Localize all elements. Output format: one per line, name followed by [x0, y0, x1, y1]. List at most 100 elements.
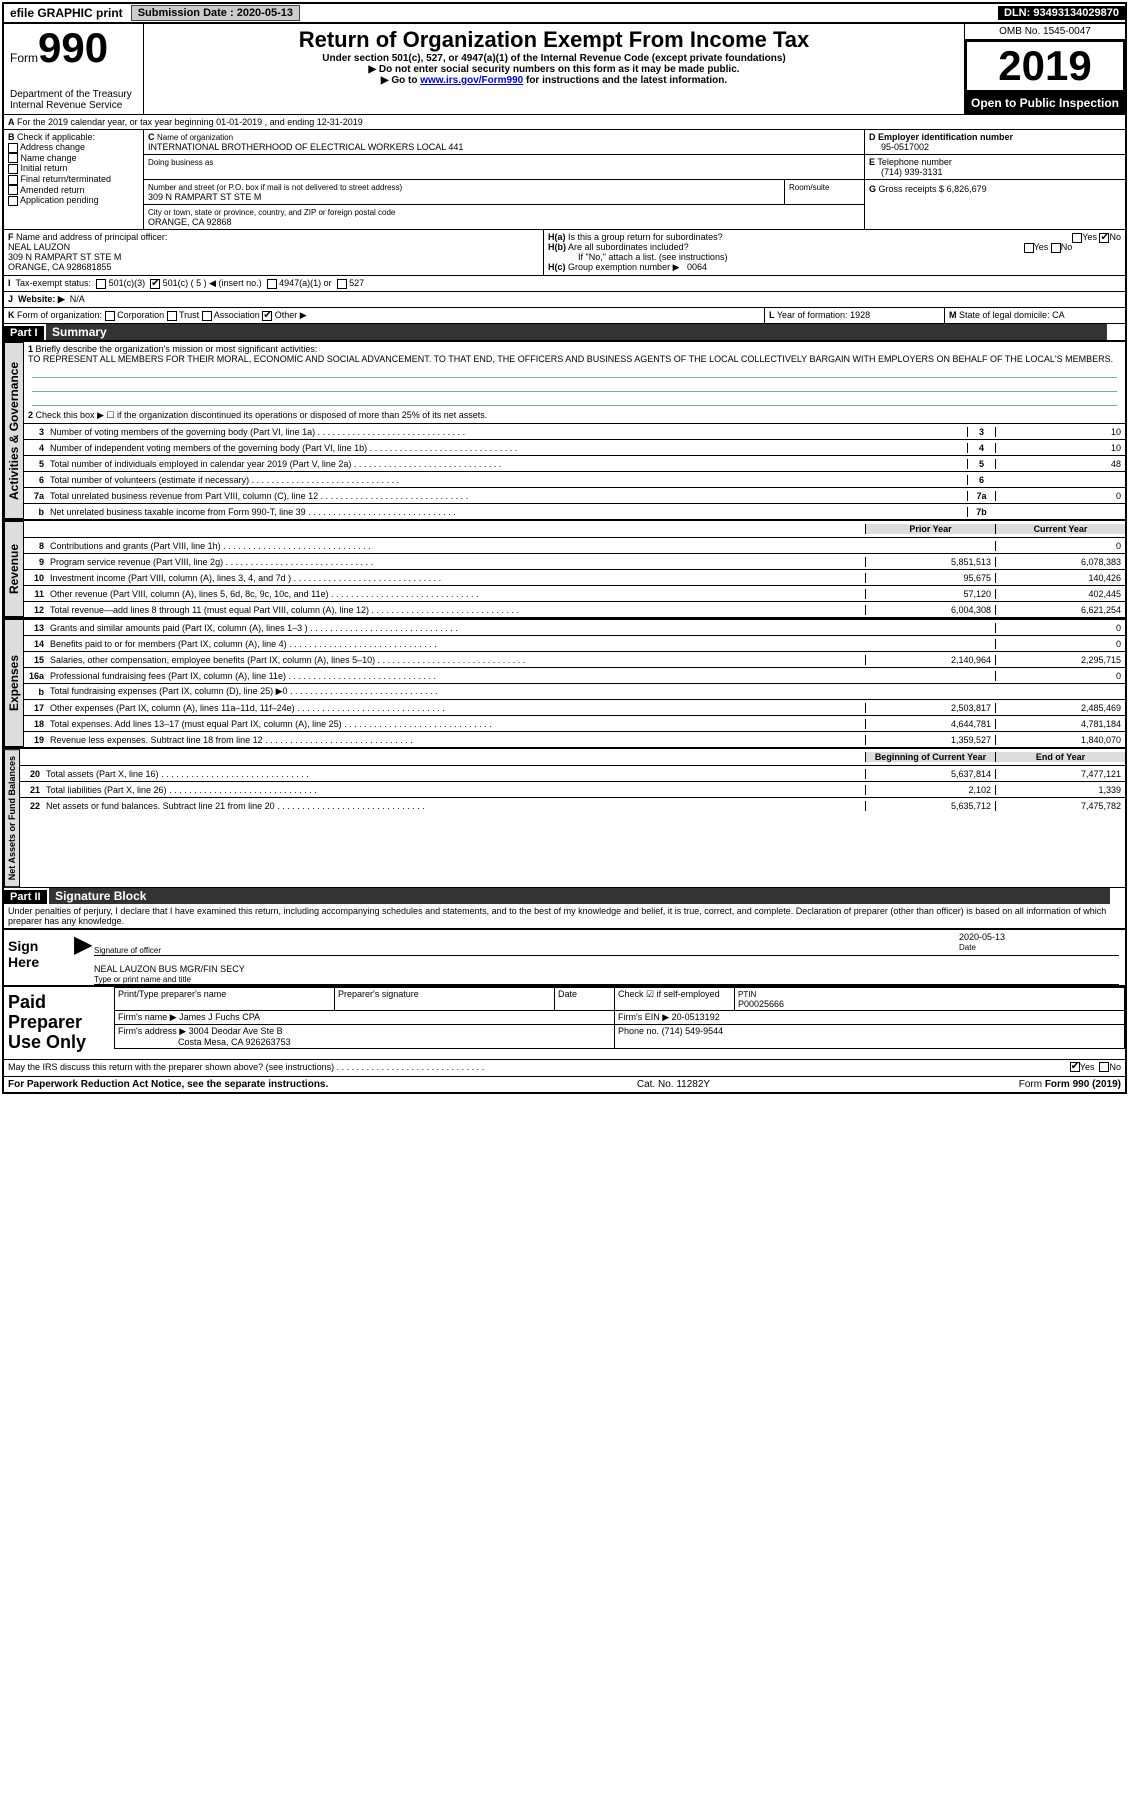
line-box: 3: [967, 427, 995, 437]
firm-addr-label: Firm's address ▶: [118, 1026, 186, 1036]
d-label: Employer identification number: [878, 132, 1013, 142]
name-change-label: Name change: [21, 153, 77, 163]
firm-addr2: Costa Mesa, CA 926263753: [178, 1037, 291, 1047]
q1-label: Briefly describe the organization's miss…: [36, 344, 318, 354]
initial-return-checkbox[interactable]: [8, 164, 18, 174]
name-title-label: Type or print name and title: [94, 975, 191, 984]
prior-year-value: 5,637,814: [865, 769, 995, 779]
527-checkbox[interactable]: [337, 279, 347, 289]
officer-addr1: 309 N RAMPART ST STE M: [8, 252, 121, 262]
current-year-value: 0: [995, 639, 1125, 649]
4947-checkbox[interactable]: [267, 279, 277, 289]
irs-label: Internal Revenue Service: [10, 100, 137, 111]
line-text: Investment income (Part VIII, column (A)…: [48, 573, 865, 583]
assoc-checkbox[interactable]: [202, 311, 212, 321]
line-text: Total revenue—add lines 8 through 11 (mu…: [48, 605, 865, 615]
prior-year-value: 2,102: [865, 785, 995, 795]
firm-phone: (714) 549-9544: [662, 1026, 724, 1036]
l-label: Year of formation:: [777, 310, 848, 320]
pp-name-label: Print/Type preparer's name: [115, 988, 335, 1011]
submission-date-button[interactable]: Submission Date : 2020-05-13: [131, 5, 300, 21]
name-change-checkbox[interactable]: [8, 153, 18, 163]
prior-year-value: 95,675: [865, 573, 995, 583]
current-year-value: 402,445: [995, 589, 1125, 599]
line-value: 10: [995, 427, 1125, 437]
paid-preparer-label: Paid Preparer Use Only: [4, 987, 114, 1058]
discuss-yes-checkbox[interactable]: [1070, 1062, 1080, 1072]
firm-addr1: 3004 Deodar Ave Ste B: [189, 1026, 283, 1036]
g-label: Gross receipts $: [879, 184, 945, 194]
prior-year-value: 5,851,513: [865, 557, 995, 567]
line-num: 19: [24, 735, 48, 745]
officer-name-title: NEAL LAUZON BUS MGR/FIN SECY: [94, 964, 245, 974]
current-year-value: 2,295,715: [995, 655, 1125, 665]
current-year-value: 140,426: [995, 573, 1125, 583]
trust-checkbox[interactable]: [167, 311, 177, 321]
sign-here-label: Sign Here: [4, 930, 74, 985]
line-box: 5: [967, 459, 995, 469]
line-num: 10: [24, 573, 48, 583]
pp-date-label: Date: [555, 988, 615, 1011]
addr-label: Number and street (or P.O. box if mail i…: [148, 183, 402, 192]
city-label: City or town, state or province, country…: [148, 208, 395, 217]
501c3-checkbox[interactable]: [96, 279, 106, 289]
perjury-declaration: Under penalties of perjury, I declare th…: [4, 904, 1125, 928]
form990-link[interactable]: www.irs.gov/Form990: [420, 75, 523, 86]
ha-yes-checkbox[interactable]: [1072, 233, 1082, 243]
current-year-value: 0: [995, 541, 1125, 551]
part2-tag: Part II: [4, 890, 47, 904]
hb-no-checkbox[interactable]: [1051, 243, 1061, 253]
part1-title: Summary: [46, 324, 1107, 340]
cat-number: Cat. No. 11282Y: [637, 1079, 710, 1090]
other-checkbox[interactable]: [262, 311, 272, 321]
prior-year-value: 2,140,964: [865, 655, 995, 665]
gross-receipts: 6,826,679: [947, 184, 987, 194]
c-name-label: Name of organization: [157, 133, 233, 142]
line-value: 0: [995, 491, 1125, 501]
ha-label: Is this a group return for subordinates?: [568, 232, 723, 242]
officer-name: NEAL LAUZON: [8, 242, 70, 252]
line-text: Total unrelated business revenue from Pa…: [48, 491, 967, 501]
hb-label: Are all subordinates included?: [568, 242, 689, 252]
line-num: 21: [20, 785, 44, 795]
addr-change-checkbox[interactable]: [8, 143, 18, 153]
prior-year-value: 2,503,817: [865, 703, 995, 713]
discuss-no-checkbox[interactable]: [1099, 1062, 1109, 1072]
k-label: Form of organization:: [17, 310, 102, 320]
addr-change-label: Address change: [20, 142, 85, 152]
amended-return-label: Amended return: [20, 185, 85, 195]
line-text: Total liabilities (Part X, line 26): [44, 785, 865, 795]
final-return-checkbox[interactable]: [8, 175, 18, 185]
prior-year-value: 6,004,308: [865, 605, 995, 615]
current-year-value: 1,840,070: [995, 735, 1125, 745]
line-text: Revenue less expenses. Subtract line 18 …: [48, 735, 865, 745]
amended-return-checkbox[interactable]: [8, 185, 18, 195]
year-formation: 1928: [850, 310, 870, 320]
ha-no-checkbox[interactable]: [1099, 233, 1109, 243]
q2-label: Check this box ▶ ☐ if the organization d…: [36, 410, 488, 420]
hb-yes-checkbox[interactable]: [1024, 243, 1034, 253]
current-year-value: 2,485,469: [995, 703, 1125, 713]
vtab-expenses: Expenses: [4, 619, 24, 747]
line-box: 4: [967, 443, 995, 453]
m-label: State of legal domicile:: [959, 310, 1050, 320]
corp-checkbox[interactable]: [105, 311, 115, 321]
e-label: Telephone number: [877, 157, 952, 167]
prior-year-header: Prior Year: [865, 524, 995, 534]
i-label: Tax-exempt status:: [16, 278, 92, 288]
topbar: efile GRAPHIC print Submission Date : 20…: [4, 4, 1125, 22]
phone-value: (714) 939-3131: [869, 167, 943, 177]
room-label: Room/suite: [789, 183, 829, 192]
omb-number: OMB No. 1545-0047: [965, 24, 1125, 40]
line-text: Net assets or fund balances. Subtract li…: [44, 801, 865, 811]
domicile-state: CA: [1052, 310, 1065, 320]
line-num: 11: [24, 589, 48, 599]
line-num: 17: [24, 703, 48, 713]
line-num: 20: [20, 769, 44, 779]
501c-checkbox[interactable]: [150, 279, 160, 289]
firm-phone-label: Phone no.: [618, 1026, 659, 1036]
line-num: 14: [24, 639, 48, 649]
form-footer: Form Form 990 (2019): [1019, 1079, 1121, 1090]
current-year-value: 6,078,383: [995, 557, 1125, 567]
app-pending-checkbox[interactable]: [8, 196, 18, 206]
